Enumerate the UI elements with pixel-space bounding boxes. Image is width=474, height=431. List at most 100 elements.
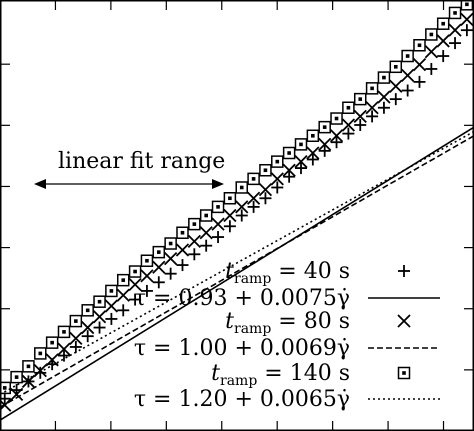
square-outer <box>188 217 201 231</box>
square-dot <box>168 241 173 246</box>
data-point-plus <box>93 321 106 334</box>
square-outer <box>0 381 11 395</box>
cross-b <box>152 260 166 274</box>
square-outer <box>57 325 71 339</box>
square-outer <box>318 120 331 134</box>
cross-b <box>0 398 12 412</box>
data-point-square <box>152 245 166 259</box>
data-point-plus <box>69 340 82 353</box>
data-point-plus <box>235 209 248 222</box>
square-dot <box>109 289 114 293</box>
square-dot <box>239 185 244 190</box>
data-point-cross <box>81 320 95 335</box>
square-outer <box>69 314 83 328</box>
linear-fit-annotation: linear fit range <box>34 149 225 189</box>
data-point-cross <box>258 183 273 197</box>
square-outer <box>10 370 23 384</box>
data-point-square <box>425 28 438 41</box>
data-point-plus <box>140 284 153 297</box>
square-dot <box>311 133 315 138</box>
data-point-square <box>235 181 248 194</box>
data-point-square <box>353 92 367 106</box>
cross-b <box>412 58 427 72</box>
square-outer <box>401 49 414 63</box>
data-point-square <box>401 49 414 63</box>
data-point-cross <box>365 101 379 115</box>
square-dot <box>121 278 126 282</box>
cross-b <box>175 243 190 257</box>
square-dot <box>429 32 434 37</box>
cross-b <box>436 34 450 48</box>
data-point-plus <box>105 312 118 325</box>
data-point-plus <box>401 84 414 97</box>
square-outer <box>199 209 213 222</box>
square-outer <box>353 92 367 106</box>
data-point-plus <box>318 144 331 157</box>
annotation-label: linear fit range <box>58 149 225 174</box>
data-point-square <box>10 370 23 384</box>
cross-b <box>353 109 367 124</box>
data-point-cross <box>45 353 59 367</box>
data-point-cross <box>329 129 344 143</box>
data-point-square <box>105 284 118 298</box>
data-point-cross <box>128 277 142 292</box>
data-point-square <box>389 60 403 74</box>
cross-b <box>9 387 24 402</box>
data-point-plus <box>437 50 450 63</box>
data-point-plus <box>366 110 379 123</box>
cross-b <box>104 299 119 313</box>
square-dot <box>465 2 469 7</box>
cross-b <box>140 269 154 283</box>
square-dot <box>62 330 66 334</box>
square-dot <box>14 375 19 379</box>
square-outer <box>448 6 462 20</box>
cross-b <box>377 90 391 104</box>
data-point-square <box>306 129 320 143</box>
data-point-cross <box>33 364 47 378</box>
fit-lines <box>0 126 474 421</box>
data-point-plus <box>425 62 438 75</box>
data-markers <box>0 0 474 412</box>
data-point-square <box>188 217 201 231</box>
square-outer <box>425 28 438 41</box>
data-point-square <box>57 325 71 339</box>
square-dot <box>370 86 374 91</box>
data-point-plus <box>152 276 165 289</box>
square-dot <box>382 75 386 80</box>
square-outer <box>128 265 142 278</box>
square-outer <box>211 200 225 214</box>
data-point-cross <box>246 191 261 205</box>
legend-sample-cross <box>397 314 411 328</box>
data-point-cross <box>377 90 391 104</box>
data-point-plus <box>460 24 473 37</box>
legend-sample-plus <box>398 265 410 277</box>
square-outer <box>34 347 47 360</box>
data-point-square <box>294 138 308 151</box>
cross-b <box>258 183 273 197</box>
data-point-plus <box>129 293 142 306</box>
square-dot <box>358 97 363 101</box>
data-point-plus <box>449 37 462 50</box>
data-point-square <box>448 6 462 20</box>
square-dot <box>97 299 102 304</box>
cross-b <box>69 331 83 345</box>
data-point-plus <box>342 127 355 140</box>
square-outer <box>93 295 106 308</box>
square-outer <box>377 71 391 84</box>
cross-b <box>306 146 320 160</box>
annotation-arrow-right-head <box>212 179 224 189</box>
data-point-square <box>176 226 189 239</box>
data-point-square <box>22 360 35 373</box>
data-point-square <box>140 254 154 268</box>
square-dot <box>346 105 351 110</box>
fit-line-dotted <box>0 130 474 396</box>
data-point-square <box>377 71 391 84</box>
square-outer <box>22 360 35 373</box>
square-outer <box>235 181 248 194</box>
square-outer <box>116 273 130 287</box>
data-point-cross <box>401 68 415 83</box>
data-point-plus <box>0 392 11 405</box>
cross-b <box>460 12 474 27</box>
data-point-square <box>271 155 284 168</box>
